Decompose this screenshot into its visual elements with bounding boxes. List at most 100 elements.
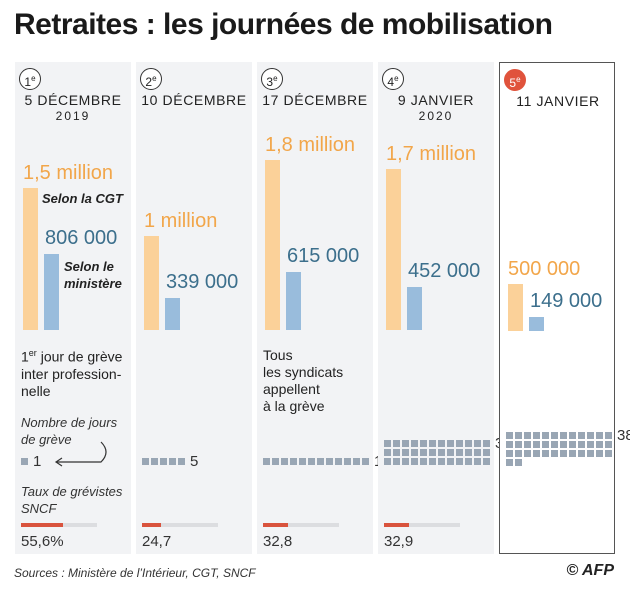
strike-day-square xyxy=(272,458,279,465)
strike-day-square xyxy=(506,459,513,466)
strike-day-square xyxy=(384,449,391,456)
strike-day-square xyxy=(353,458,360,465)
date-label: 17 DÉCEMBRE xyxy=(262,92,368,108)
strike-day-square xyxy=(429,449,436,456)
strike-day-square xyxy=(483,449,490,456)
bar-cgt xyxy=(386,169,401,330)
day-column: 5e 11 JANVIER 500 000 149 000 38 xyxy=(499,62,630,554)
strike-day-square xyxy=(506,450,513,457)
strike-day-square xyxy=(308,458,315,465)
note-all-unions: Tous les syndicats appellent à la grève xyxy=(263,347,344,414)
badge-number: 5 xyxy=(509,76,517,90)
badge-number: 2 xyxy=(145,75,153,89)
strike-day-square xyxy=(578,441,585,448)
day-number-badge: 4e xyxy=(382,68,404,90)
strike-day-square xyxy=(483,458,490,465)
strike-day-square xyxy=(596,441,603,448)
value-label-cgt: 1 million xyxy=(144,209,218,232)
strike-day-square xyxy=(560,450,567,457)
legend-ministere: Selon le ministère xyxy=(64,258,134,292)
strike-day-square xyxy=(569,441,576,448)
strike-day-square xyxy=(483,440,490,447)
strike-day-square xyxy=(281,458,288,465)
strike-day-square xyxy=(393,449,400,456)
strike-day-square xyxy=(560,441,567,448)
strike-day-square xyxy=(411,440,418,447)
sncf-rate-track xyxy=(142,523,218,527)
day-number-badge: 3e xyxy=(261,68,283,90)
strike-day-square xyxy=(587,432,594,439)
date-label: 5 DÉCEMBRE xyxy=(24,92,122,108)
strike-day-square xyxy=(474,458,481,465)
value-label-ministere: 149 000 xyxy=(530,289,603,312)
year-label: 2020 xyxy=(418,109,454,123)
strike-day-square xyxy=(420,440,427,447)
strike-day-square xyxy=(402,449,409,456)
value-label-ministere: 806 000 xyxy=(45,226,118,249)
strike-day-square xyxy=(169,458,176,465)
sncf-rate-value: 32,8 xyxy=(263,533,293,550)
strike-day-square xyxy=(21,458,28,465)
strike-day-square xyxy=(317,458,324,465)
strike-day-square xyxy=(151,458,158,465)
strike-day-square xyxy=(402,440,409,447)
bar-ministere xyxy=(44,253,59,330)
value-label-ministere: 615 000 xyxy=(287,244,360,267)
strike-days-squares xyxy=(142,458,248,465)
arrow-icon xyxy=(54,441,107,467)
strike-day-square xyxy=(587,441,594,448)
strike-day-square xyxy=(456,458,463,465)
strike-day-square xyxy=(438,449,445,456)
strike-day-square xyxy=(596,450,603,457)
strike-day-square xyxy=(587,450,594,457)
strike-day-square xyxy=(506,432,513,439)
strike-day-square xyxy=(524,450,531,457)
strike-day-square xyxy=(524,432,531,439)
label-strike-days-text: Nombre de jours de grève xyxy=(21,415,118,447)
afp-logo: © AFP xyxy=(566,562,614,579)
strike-day-square xyxy=(551,432,558,439)
strike-day-square xyxy=(605,432,612,439)
strike-day-square xyxy=(160,458,167,465)
strike-days-squares xyxy=(506,432,612,466)
day-column: 1e 5 DÉCEMBRE 2019 1,5 million 806 000 1 55,6%… xyxy=(15,62,131,554)
strike-day-square xyxy=(411,458,418,465)
strike-days-squares xyxy=(263,458,369,465)
strike-day-square xyxy=(393,458,400,465)
strike-day-square xyxy=(578,450,585,457)
badge-number: 4 xyxy=(387,75,395,89)
bar-cgt xyxy=(144,235,159,330)
sncf-rate-fill xyxy=(384,523,409,527)
strike-day-square xyxy=(290,458,297,465)
date-label: 10 DÉCEMBRE xyxy=(141,92,247,108)
badge-suffix: e xyxy=(516,75,521,84)
badge-suffix: e xyxy=(31,74,36,83)
badge-suffix: e xyxy=(273,74,278,83)
bar-cgt xyxy=(265,160,280,330)
strike-day-square xyxy=(465,440,472,447)
strike-day-square xyxy=(447,440,454,447)
strike-day-square xyxy=(299,458,306,465)
strike-day-square xyxy=(178,458,185,465)
label-strike-days: Nombre de jours de grève xyxy=(21,414,133,448)
badge-number: 1 xyxy=(24,75,32,89)
strike-day-square xyxy=(362,458,369,465)
page-title: Retraites : les journées de mobilisation xyxy=(14,8,553,41)
legend-ministere-text: Selon le ministère xyxy=(64,259,122,291)
sncf-rate-value: 55,6% xyxy=(21,533,64,550)
strike-day-square xyxy=(429,458,436,465)
strike-day-square xyxy=(533,432,540,439)
sncf-rate-track xyxy=(384,523,460,527)
value-label-cgt: 1,8 million xyxy=(265,134,356,156)
source-note: Sources : Ministère de l’Intérieur, CGT,… xyxy=(14,566,256,580)
year-label: 2019 xyxy=(55,109,91,123)
label-sncf-rate: Taux de grévistes SNCF xyxy=(21,483,133,517)
strike-day-square xyxy=(542,441,549,448)
sncf-rate-value: 32,9 xyxy=(384,533,414,550)
strike-day-square xyxy=(384,440,391,447)
note-first-day: 1er jour de grève inter profession-nelle xyxy=(21,348,123,399)
strike-day-square xyxy=(384,458,391,465)
strike-day-square xyxy=(411,449,418,456)
sncf-rate-fill xyxy=(263,523,288,527)
